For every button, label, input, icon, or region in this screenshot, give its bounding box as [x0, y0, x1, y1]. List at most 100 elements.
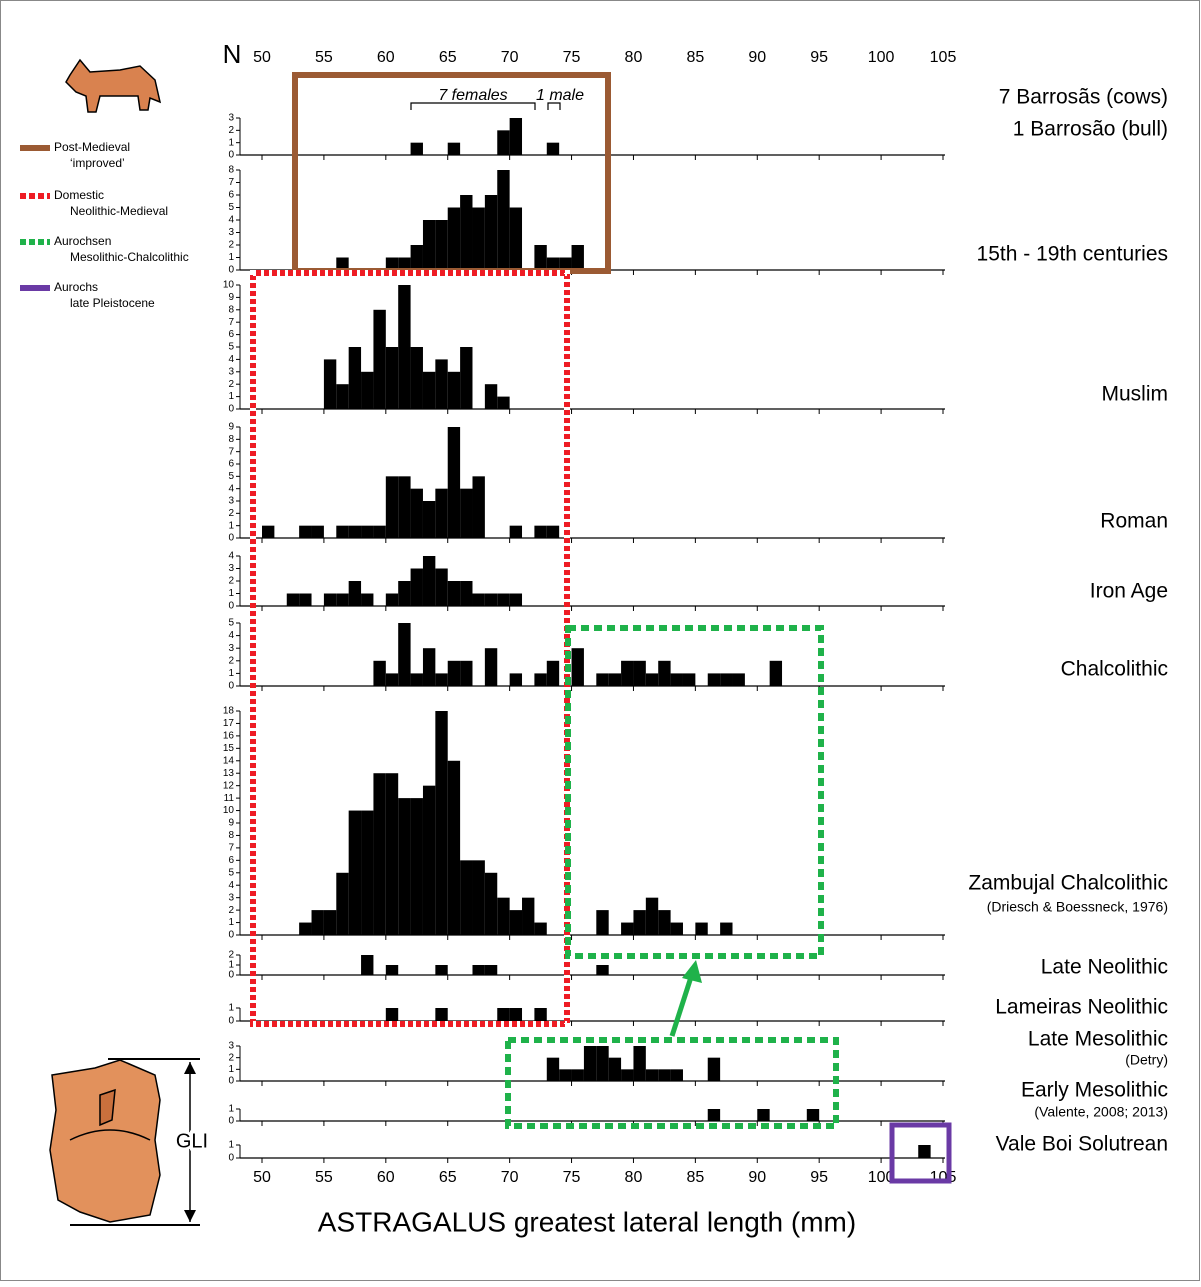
y-tick-label: 5	[228, 342, 234, 353]
bar	[534, 923, 546, 935]
x-tick-label: 90	[748, 49, 766, 66]
bar	[757, 1109, 769, 1121]
bar	[448, 761, 460, 935]
panel-name: 7 Barrosãs (cows)	[999, 86, 1168, 109]
bar	[411, 489, 423, 538]
bar	[646, 1069, 658, 1081]
y-tick-label: 6	[228, 329, 234, 340]
bar	[671, 673, 683, 686]
bar	[807, 1109, 819, 1121]
panel-name: Early Mesolithic	[1021, 1079, 1168, 1102]
y-tick-label: 1	[228, 1104, 234, 1115]
bar	[423, 220, 435, 270]
y-tick-label: 4	[228, 483, 234, 494]
y-tick-label: 0	[228, 1016, 234, 1027]
y-tick-label: 8	[228, 434, 234, 445]
bar	[386, 673, 398, 686]
bar	[460, 195, 472, 270]
x-tick-label: 80	[625, 1169, 643, 1186]
bar	[633, 661, 645, 686]
y-tick-label: 18	[223, 706, 235, 717]
bar	[349, 526, 361, 538]
y-tick-label: 1	[228, 252, 234, 263]
bar	[435, 1008, 447, 1021]
bar	[299, 594, 311, 607]
bar	[386, 965, 398, 975]
legend-label: Aurochs	[54, 280, 98, 294]
x-tick-label: 85	[686, 1169, 704, 1186]
bar	[497, 1008, 509, 1021]
bar	[423, 372, 435, 409]
panel-subtitle: 1 Barrosão (bull)	[1013, 118, 1168, 141]
bar	[559, 1069, 571, 1081]
bar	[448, 143, 460, 155]
y-tick-label: 1	[228, 960, 234, 971]
y-tick-label: 0	[228, 601, 234, 612]
legend-sublabel: late Pleistocene	[70, 296, 155, 310]
bar	[324, 910, 336, 935]
panel-name: Vale Boi Solutrean	[996, 1133, 1168, 1156]
legend-sublabel: Mesolithic-Chalcolithic	[70, 250, 189, 264]
bar	[398, 476, 410, 538]
bar	[423, 648, 435, 686]
bar	[411, 245, 423, 270]
bar	[671, 1069, 683, 1081]
bar	[485, 648, 497, 686]
x-tick-label: 105	[930, 49, 957, 66]
y-tick-label: 7	[228, 177, 234, 188]
y-tick-label: 1	[228, 668, 234, 679]
bar	[534, 526, 546, 538]
bar	[695, 923, 707, 935]
y-tick-label: 5	[228, 471, 234, 482]
y-tick-label: 1	[228, 1064, 234, 1075]
y-tick-label: 0	[228, 404, 234, 415]
bar	[534, 673, 546, 686]
bar	[435, 220, 447, 270]
y-tick-label: 1	[228, 520, 234, 531]
y-tick-label: 1	[228, 588, 234, 599]
bar	[522, 898, 534, 935]
bar	[423, 501, 435, 538]
bar	[770, 661, 782, 686]
bar	[287, 594, 299, 607]
y-tick-label: 10	[223, 280, 235, 291]
y-tick-label: 3	[228, 113, 234, 124]
bar	[349, 581, 361, 606]
bar	[398, 285, 410, 409]
bar	[596, 673, 608, 686]
y-tick-label: 0	[228, 1153, 234, 1164]
legend-sublabel: Neolithic-Medieval	[70, 204, 168, 218]
y-tick-label: 3	[228, 496, 234, 507]
annotation: 7 females	[438, 87, 507, 104]
y-tick-label: 1	[228, 137, 234, 148]
bar	[349, 811, 361, 935]
bar	[435, 569, 447, 607]
bar	[485, 965, 497, 975]
panel-name: Iron Age	[1090, 580, 1168, 603]
panel-name: 15th - 19th centuries	[977, 243, 1168, 266]
bar	[633, 910, 645, 935]
bar	[720, 673, 732, 686]
bar	[720, 923, 732, 935]
bar	[609, 1058, 621, 1081]
chart: GLI 7 females 1 male N ASTRAGALUS greate…	[0, 0, 1201, 1282]
y-tick-label: 5	[228, 202, 234, 213]
x-tick-label: 95	[810, 49, 828, 66]
bar	[633, 1046, 645, 1081]
y-tick-label: 7	[228, 317, 234, 328]
x-tick-label: 75	[563, 49, 581, 66]
y-tick-label: 2	[228, 905, 234, 916]
x-tick-label: 55	[315, 1169, 333, 1186]
y-tick-label: 1	[228, 1003, 234, 1014]
y-tick-label: 2	[228, 1052, 234, 1063]
panel-name: Zambujal Chalcolithic	[968, 872, 1168, 895]
bar	[324, 359, 336, 409]
bar	[510, 1008, 522, 1021]
x-tick-label: 75	[563, 1169, 581, 1186]
y-tick-label: 7	[228, 843, 234, 854]
bar	[733, 673, 745, 686]
panel-name: Roman	[1100, 510, 1168, 533]
bar	[460, 661, 472, 686]
panel-name: Late Neolithic	[1041, 956, 1168, 979]
x-tick-label: 50	[253, 1169, 271, 1186]
